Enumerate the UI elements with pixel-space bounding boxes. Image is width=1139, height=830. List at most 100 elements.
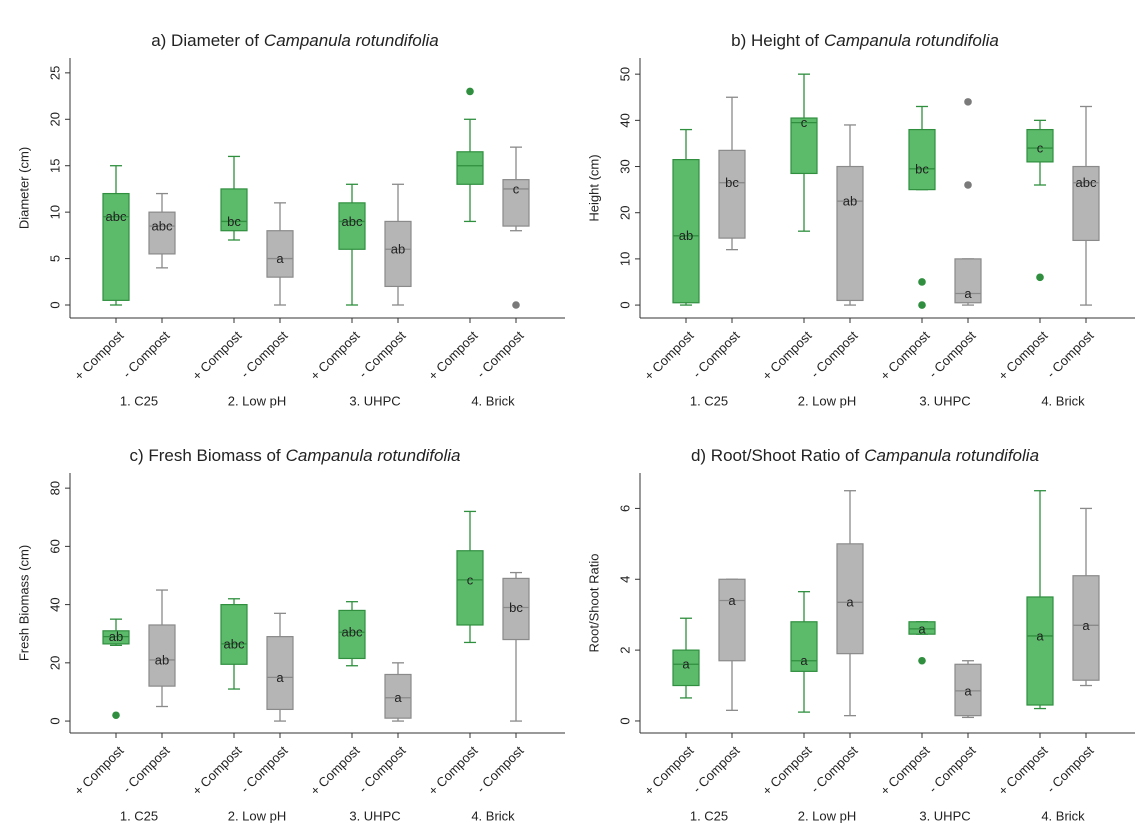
panel: b) Height of Campanula rotundifolia Height… <box>586 31 1135 408</box>
box <box>338 202 366 250</box>
outlier <box>918 278 926 286</box>
box <box>1026 596 1054 706</box>
x-tick-label: + Compost <box>641 328 697 384</box>
y-tick-label: 20 <box>617 205 632 219</box>
group-letter: bc <box>227 214 241 229</box>
group-label: 1. C25 <box>120 808 158 823</box>
y-tick-label: 20 <box>47 112 62 126</box>
group-letter: abc <box>1076 175 1097 190</box>
group-label: 3. UHPC <box>349 393 400 408</box>
outlier <box>964 181 972 189</box>
y-tick-label: 25 <box>47 66 62 80</box>
box <box>220 604 248 665</box>
box <box>384 673 412 719</box>
group-letter: a <box>918 621 926 636</box>
x-tick-label: + Compost <box>307 743 363 799</box>
x-tick-label: + Compost <box>877 743 933 799</box>
x-tick-label: + Compost <box>307 328 363 384</box>
y-tick-label: 6 <box>617 505 632 512</box>
y-tick-label: 50 <box>617 67 632 81</box>
outlier <box>512 301 520 309</box>
title-species: Campanula rotundifolia <box>264 31 439 50</box>
group-letter: a <box>682 657 690 672</box>
x-tick-label: - Compost <box>690 328 743 381</box>
x-tick-label: - Compost <box>238 743 291 796</box>
title-text: b) Height of <box>731 31 819 50</box>
group-letter: a <box>1036 628 1044 643</box>
group-letter: a <box>276 670 284 685</box>
y-tick-label: 0 <box>47 301 62 308</box>
y-tick-label: 0 <box>617 301 632 308</box>
x-tick-label: + Compost <box>425 743 481 799</box>
group-letter: a <box>276 251 284 266</box>
outlier <box>1036 273 1044 282</box>
box <box>384 220 412 288</box>
outlier <box>918 656 926 665</box>
box <box>502 179 530 227</box>
group-letter: ab <box>679 228 693 243</box>
title-text: c) Fresh Biomass of <box>130 446 281 465</box>
group-letter: abc <box>224 636 245 651</box>
y-tick-label: 30 <box>617 159 632 173</box>
group-letter: ab <box>843 194 857 209</box>
group-letter: abc <box>152 219 173 234</box>
group-letter: ab <box>109 629 123 644</box>
group-label: 2. Low pH <box>228 808 287 823</box>
x-tick-label: + Compost <box>995 743 1051 799</box>
x-tick-label: - Compost <box>926 328 979 381</box>
group-letter: bc <box>509 600 523 615</box>
y-tick-label: 80 <box>47 481 62 495</box>
title-species: Campanula rotundifolia <box>286 446 461 465</box>
box <box>1072 575 1100 681</box>
panel: a) Diameter of Campanula rotundifolia Diam… <box>16 31 565 408</box>
box <box>456 151 484 185</box>
group-label: 4. Brick <box>1041 393 1085 408</box>
x-tick-label: - Compost <box>690 743 743 796</box>
box <box>1026 128 1054 163</box>
y-tick-label: 60 <box>47 539 62 553</box>
box <box>954 663 982 717</box>
group-label: 4. Brick <box>1041 808 1085 823</box>
x-tick-label: - Compost <box>120 328 173 381</box>
x-tick-label: + Compost <box>189 328 245 384</box>
x-tick-label: + Compost <box>189 743 245 799</box>
x-tick-label: - Compost <box>474 743 527 796</box>
x-tick-label: - Compost <box>1044 743 1097 796</box>
group-letter: a <box>964 286 972 301</box>
box <box>718 149 746 239</box>
x-tick-label: - Compost <box>1044 328 1097 381</box>
chart-title: a) Diameter of Campanula rotundifolia <box>151 31 439 50</box>
box <box>220 188 248 232</box>
group-letter: ab <box>155 652 169 667</box>
group-letter: ab <box>391 242 405 257</box>
x-tick-label: - Compost <box>926 743 979 796</box>
title-species: Campanula rotundifolia <box>864 446 1039 465</box>
box <box>836 543 864 655</box>
group-label: 1. C25 <box>690 808 728 823</box>
x-tick-label: - Compost <box>808 743 861 796</box>
box <box>456 550 484 626</box>
x-tick-label: - Compost <box>120 743 173 796</box>
group-label: 3. UHPC <box>919 393 970 408</box>
box <box>502 577 530 641</box>
group-label: 4. Brick <box>471 808 515 823</box>
y-tick-label: 4 <box>617 576 632 583</box>
group-label: 1. C25 <box>690 393 728 408</box>
group-label: 2. Low pH <box>798 393 857 408</box>
outlier <box>112 711 120 720</box>
box <box>790 117 818 175</box>
box <box>1072 165 1100 242</box>
y-tick-label: 10 <box>617 252 632 266</box>
title-text: d) Root/Shoot Ratio of <box>691 446 859 465</box>
title-text: a) Diameter of <box>151 31 259 50</box>
panel: d) Root/Shoot Ratio of Campanula rotundif… <box>586 446 1135 823</box>
chart-title: d) Root/Shoot Ratio of Campanula rotundif… <box>691 446 1039 465</box>
outlier <box>964 98 972 106</box>
box <box>908 128 936 191</box>
x-tick-label: - Compost <box>474 328 527 381</box>
panel: c) Fresh Biomass of Campanula rotundifoli… <box>16 446 565 823</box>
group-letter: c <box>467 572 474 587</box>
box <box>954 258 982 304</box>
y-tick-label: 0 <box>617 717 632 724</box>
box <box>338 609 366 660</box>
